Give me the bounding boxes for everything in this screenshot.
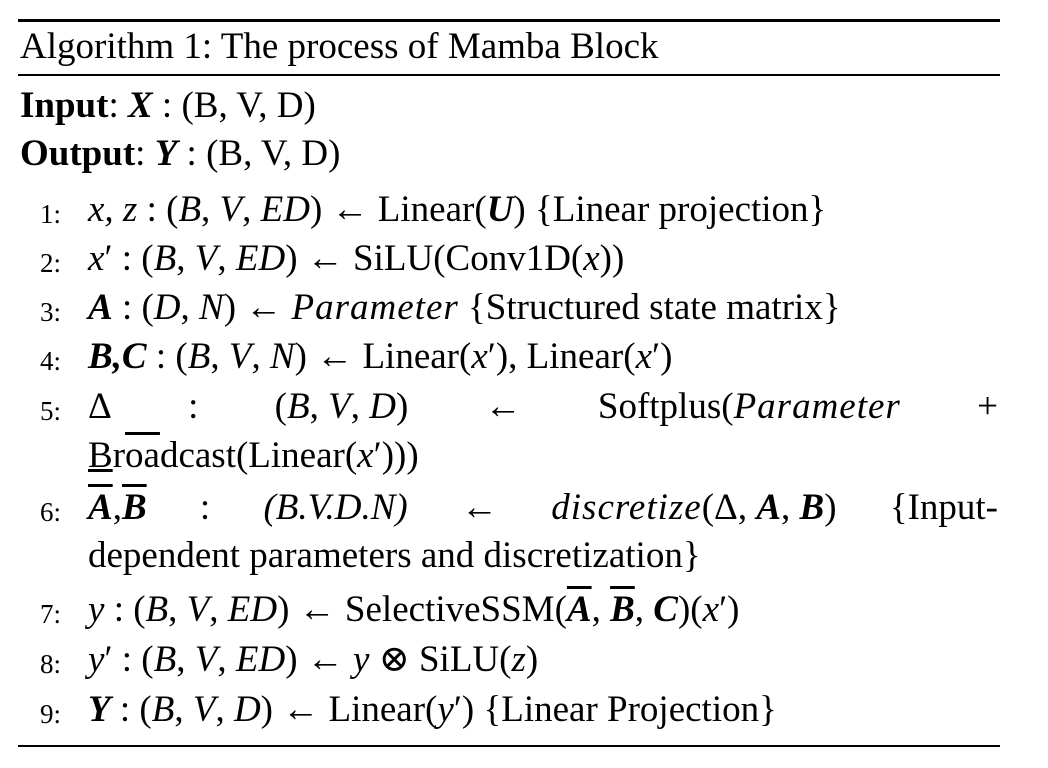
colon: :	[188, 386, 199, 427]
var-y: y	[88, 589, 105, 630]
comment-start: {Input-	[889, 487, 998, 528]
top-rule	[18, 19, 1000, 22]
text: ,	[210, 336, 229, 377]
text: ), Linear(	[495, 336, 636, 377]
var-y: y	[88, 639, 105, 680]
var-V: V	[194, 238, 218, 279]
step-9-code: Y : (B, V, D) ← Linear(y′) {Linear Proje…	[88, 689, 777, 730]
var-C: C	[653, 589, 678, 630]
output-shape: : (B, V, D)	[177, 133, 341, 174]
output-label: Output	[20, 133, 136, 174]
step-5-code: Δ: (B, V, D) ← Softplus(Parameter +	[88, 387, 998, 427]
step-number: 3:	[40, 297, 62, 327]
output-var: Y	[154, 133, 178, 174]
var-ED: ED	[235, 238, 286, 279]
var-B: B	[178, 189, 202, 230]
text: : (	[146, 336, 188, 377]
prime: ′	[104, 238, 113, 279]
var-BC: B,C	[88, 336, 147, 377]
var-ED: ED	[260, 189, 310, 230]
plus: +	[977, 386, 998, 427]
input-var: X	[127, 85, 153, 126]
vars-AB: A,B	[88, 487, 147, 528]
var-B: B	[153, 238, 177, 279]
text: {Structured state matrix}	[458, 287, 841, 328]
output-sep: :	[135, 133, 155, 174]
var-V: V	[219, 189, 243, 230]
step-3-code: A : (D, N) ← Parameter {Structured state…	[88, 288, 841, 328]
prime: ′	[652, 336, 661, 377]
text: ) ← Linear(	[309, 189, 487, 230]
var-x: x	[88, 238, 105, 279]
var-N: N	[199, 287, 224, 328]
text: : (	[112, 287, 154, 328]
text: ))	[599, 238, 625, 279]
var-N: N	[269, 336, 295, 377]
input-label: Input	[20, 85, 109, 126]
title-rule	[18, 74, 1000, 76]
colon: :	[199, 487, 211, 528]
text: ,	[176, 238, 195, 279]
step-number: 9:	[40, 699, 62, 729]
softplus: Softplus(Parameter	[597, 386, 901, 427]
step-number: 8:	[40, 649, 62, 679]
shape: (B, V, D)	[274, 386, 409, 427]
step-4-code: B,C : (B, V, N) ← Linear(x′), Linear(x′)	[88, 337, 672, 377]
text: ,	[201, 189, 220, 230]
var-parameter: Parameter	[291, 287, 459, 328]
var-Abar: A	[566, 589, 592, 630]
text: ,	[251, 336, 270, 377]
step-number: 2:	[40, 248, 62, 278]
var-V: V	[228, 336, 252, 377]
var-x: x	[635, 336, 652, 377]
text: ) ←	[223, 287, 292, 328]
output-line: Output: Y : (B, V, D)	[20, 134, 340, 174]
step-number: 7:	[40, 599, 62, 629]
text: ) {Linear projection}	[513, 189, 827, 230]
step-number: 4:	[40, 346, 62, 376]
step-5-cont: Broadcast(Linear(x′)))	[88, 435, 419, 476]
var-xz: x, z	[88, 189, 138, 230]
bottom-rule	[18, 745, 1000, 747]
text: ) ← Linear(	[294, 336, 472, 377]
prime: ′	[487, 336, 496, 377]
step-8-code: y′ : (B, V, ED) ← y ⊗ SiLU(z)	[88, 639, 539, 680]
step-6-cont: dependent parameters and discretization}	[88, 535, 701, 576]
step-number: 6:	[40, 497, 62, 527]
var-A: A	[88, 287, 113, 328]
step-6-code: A,B: (B.V.D.N) ← discretize(Δ, A, B) {Input-	[88, 488, 998, 528]
shape: (B.V.D.N)	[263, 487, 408, 528]
arrow: ←	[484, 386, 522, 427]
input-sep: :	[108, 85, 128, 126]
text: : (	[112, 238, 154, 279]
arrow: ←	[460, 487, 498, 528]
step-7-code: y : (B, V, ED) ← SelectiveSSM(A, B, C)(x…	[88, 589, 740, 630]
step-number: 1:	[40, 199, 62, 229]
step-number: 5:	[40, 396, 62, 426]
var-U: U	[486, 189, 514, 230]
var-x: x	[471, 336, 488, 377]
text: )	[660, 336, 673, 377]
text: ,	[242, 189, 261, 230]
text: ) ← SiLU(Conv1D(	[285, 238, 584, 279]
text: ,	[217, 238, 236, 279]
var-x: x	[583, 238, 600, 279]
delta: Δ	[88, 386, 112, 427]
step-1-code: x, z : (B, V, ED) ← Linear(U) {Linear pr…	[88, 190, 826, 230]
text: : (	[137, 189, 179, 230]
var-Bbar: B	[610, 589, 635, 630]
input-shape: : (B, V, D)	[152, 85, 316, 126]
discretize: discretize(Δ, A, B)	[551, 487, 837, 528]
step-2-code: x′ : (B, V, ED) ← SiLU(Conv1D(x))	[88, 239, 624, 279]
text: ,	[180, 287, 200, 328]
algorithm-title: Algorithm 1: The process of Mamba Block	[20, 26, 659, 67]
var-B: B	[187, 336, 211, 377]
var-Y: Y	[88, 689, 111, 730]
input-line: Input: X : (B, V, D)	[20, 86, 316, 126]
var-D: D	[153, 287, 181, 328]
